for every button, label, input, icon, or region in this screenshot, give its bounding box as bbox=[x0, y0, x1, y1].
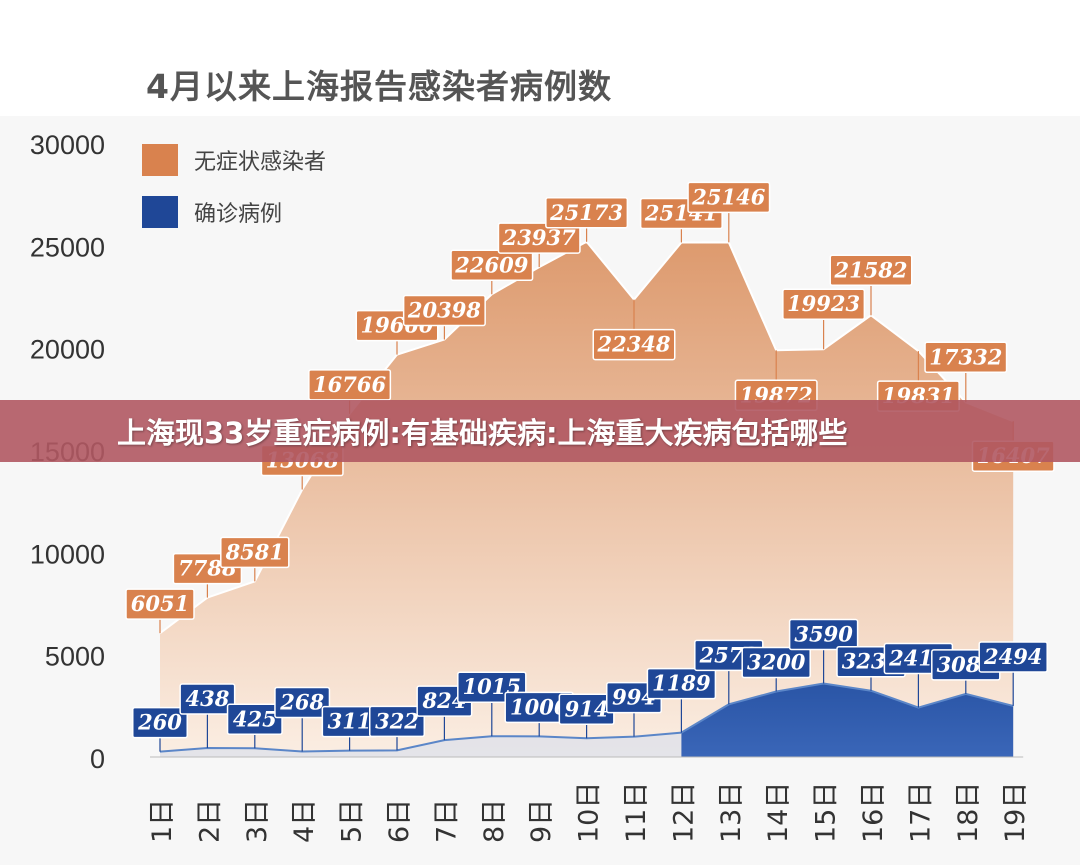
confirmed-data-label-box bbox=[788, 618, 859, 651]
x-tick-label: 6日 bbox=[384, 799, 415, 843]
x-tick-label: 17日 bbox=[905, 782, 936, 843]
x-tick-label: 2日 bbox=[194, 799, 225, 843]
x-tick-label: 1日 bbox=[147, 799, 178, 843]
x-tick-label: 19日 bbox=[1000, 782, 1031, 843]
asymptomatic-data-label: 6051 bbox=[131, 591, 189, 616]
asymptomatic-data-label: 17332 bbox=[929, 344, 1002, 369]
x-tick-label: 3日 bbox=[242, 799, 273, 843]
asymptomatic-data-label: 25173 bbox=[549, 200, 623, 225]
headline-banner: 上海现33岁重症病例:有基础疾病:上海重大疾病包括哪些 bbox=[0, 400, 1080, 462]
asymptomatic-data-label-box bbox=[497, 222, 581, 254]
confirmed-data-label-box bbox=[226, 703, 283, 736]
legend-label-asymptomatic: 无症状感染者 bbox=[194, 150, 327, 175]
confirmed-data-label: 1189 bbox=[652, 671, 711, 696]
confirmed-data-label-box bbox=[179, 683, 236, 715]
y-tick-label: 20000 bbox=[30, 335, 105, 365]
x-tick-label: 8日 bbox=[479, 799, 510, 843]
confirmed-data-label: 3590 bbox=[794, 622, 853, 647]
confirmed-data-label-box bbox=[274, 686, 331, 719]
confirmed-data-label: 2494 bbox=[983, 644, 1042, 669]
y-tick-label: 5000 bbox=[45, 642, 105, 672]
asymptomatic-data-label: 21582 bbox=[833, 257, 907, 282]
y-tick-label: 0 bbox=[90, 744, 105, 774]
confirmed-data-label-box bbox=[369, 705, 425, 738]
asymptomatic-data-label: 16766 bbox=[313, 372, 386, 397]
asymptomatic-data-label-box bbox=[125, 588, 195, 620]
x-tick-label: 5日 bbox=[337, 799, 368, 843]
asymptomatic-data-label-box bbox=[450, 249, 534, 282]
x-tick-label: 11日 bbox=[621, 782, 652, 843]
confirmed-data-label-box bbox=[132, 706, 188, 739]
legend-label-confirmed: 确诊病例 bbox=[194, 202, 283, 227]
asymptomatic-data-label: 22348 bbox=[596, 332, 670, 357]
asymptomatic-data-label-box bbox=[545, 197, 629, 229]
x-tick-label: 15日 bbox=[811, 782, 842, 843]
confirmed-data-label: 914 bbox=[565, 696, 609, 721]
x-tick-label: 4日 bbox=[289, 799, 320, 843]
confirmed-data-label: 311 bbox=[328, 709, 372, 734]
x-tick-label: 14日 bbox=[763, 782, 794, 843]
asymptomatic-data-label: 20398 bbox=[407, 298, 481, 323]
y-tick-label: 25000 bbox=[30, 232, 105, 262]
confirmed-data-label: 425 bbox=[233, 706, 277, 731]
confirmed-data-label: 438 bbox=[185, 686, 229, 711]
x-tick-label: 16日 bbox=[858, 782, 889, 843]
x-tick-label: 12日 bbox=[668, 782, 699, 843]
y-tick-label: 30000 bbox=[30, 130, 105, 160]
asymptomatic-data-label: 22609 bbox=[454, 252, 528, 277]
x-tick-label: 13日 bbox=[716, 782, 747, 843]
confirmed-data-label-box bbox=[741, 646, 811, 679]
y-tick-label: 10000 bbox=[30, 539, 105, 569]
legend-swatch-asymptomatic bbox=[142, 144, 178, 176]
legend-item-asymptomatic: 无症状感染者 bbox=[142, 142, 326, 178]
confirmed-area bbox=[681, 683, 1014, 757]
asymptomatic-data-label-box bbox=[592, 328, 676, 361]
asymptomatic-data-label: 25146 bbox=[691, 184, 765, 209]
confirmed-data-label-box bbox=[978, 641, 1048, 673]
asymptomatic-data-label: 19923 bbox=[787, 291, 860, 316]
asymptomatic-data-label-box bbox=[924, 341, 1008, 374]
asymptomatic-data-label-box bbox=[402, 294, 486, 327]
x-tick-label: 7日 bbox=[431, 799, 462, 843]
confirmed-data-label: 268 bbox=[279, 690, 324, 715]
confirmed-data-label: 260 bbox=[137, 710, 182, 735]
x-tick-label: 9日 bbox=[526, 799, 557, 843]
asymptomatic-area bbox=[160, 241, 1014, 757]
chart-title: 4月以来上海报告感染者病例数 bbox=[146, 67, 612, 106]
headline-text: 上海现33岁重症病例:有基础疾病:上海重大疾病包括哪些 bbox=[117, 416, 848, 450]
asymptomatic-data-label: 23937 bbox=[502, 225, 576, 250]
legend-swatch-confirmed bbox=[142, 196, 178, 228]
confirmed-data-label: 3200 bbox=[747, 650, 806, 675]
legend-item-confirmed: 确诊病例 bbox=[142, 194, 282, 230]
x-tick-label: 10日 bbox=[574, 782, 605, 843]
asymptomatic-data-label-box bbox=[308, 369, 392, 401]
asymptomatic-data-label-box bbox=[829, 254, 913, 287]
confirmed-data-label-box bbox=[646, 667, 717, 700]
asymptomatic-data-label-box bbox=[782, 288, 866, 320]
asymptomatic-data-label-box bbox=[687, 181, 771, 214]
asymptomatic-data-label: 8581 bbox=[225, 539, 284, 564]
x-tick-label: 18日 bbox=[953, 782, 984, 843]
asymptomatic-data-label-box bbox=[220, 536, 290, 569]
confirmed-data-label: 322 bbox=[375, 708, 419, 733]
